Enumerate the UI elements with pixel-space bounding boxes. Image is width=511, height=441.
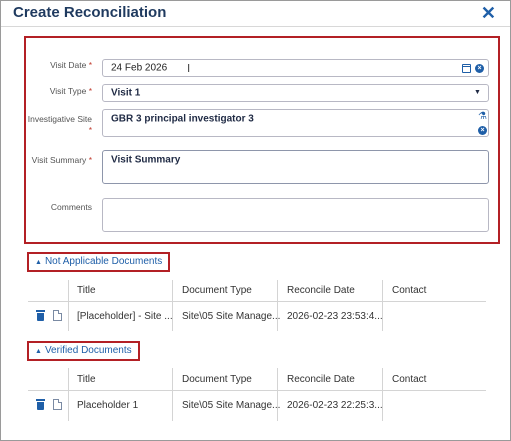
verified-documents-toggle[interactable]: ▲ Verified Documents xyxy=(27,341,140,361)
column-header-document-type[interactable]: Document Type xyxy=(182,285,252,296)
column-divider xyxy=(382,368,383,421)
trash-icon[interactable] xyxy=(36,310,45,321)
column-header-reconcile-date[interactable]: Reconcile Date xyxy=(287,285,355,296)
column-divider xyxy=(172,280,173,331)
visit-summary-value: Visit Summary xyxy=(111,154,181,166)
document-icon[interactable] xyxy=(53,399,62,410)
column-header-title[interactable]: Title xyxy=(77,374,96,385)
column-divider xyxy=(277,368,278,421)
visit-type-select[interactable]: Visit 1 ▼ xyxy=(102,84,489,102)
header-divider xyxy=(28,301,486,302)
not-applicable-toggle-label: Not Applicable Documents xyxy=(44,256,163,267)
comments-textarea[interactable] xyxy=(102,198,489,232)
chevron-down-icon[interactable]: ▼ xyxy=(474,89,481,96)
column-header-title[interactable]: Title xyxy=(77,285,96,296)
text-cursor-icon: I xyxy=(187,62,191,75)
visit-date-value: 24 Feb 2026 xyxy=(111,62,168,74)
column-header-document-type[interactable]: Document Type xyxy=(182,374,252,385)
row-document-type: Site\05 Site Manage... xyxy=(182,400,281,411)
investigative-site-label: Investigative Site * xyxy=(27,114,92,135)
visit-date-field[interactable]: 24 Feb 2026 I × xyxy=(102,59,489,77)
investigative-site-field[interactable]: GBR 3 principal investigator 3 xyxy=(102,109,489,137)
column-header-contact[interactable]: Contact xyxy=(392,374,427,385)
not-applicable-documents-toggle[interactable]: ▲ Not Applicable Documents xyxy=(27,252,171,272)
close-icon[interactable]: ✕ xyxy=(480,3,496,23)
row-reconcile-date: 2026-02-23 23:53:4... xyxy=(287,311,383,322)
visit-date-label: Visit Date * xyxy=(50,60,92,70)
flask-icon[interactable]: ⚗ xyxy=(478,111,487,122)
investigative-site-value: GBR 3 principal investigator 3 xyxy=(111,113,254,125)
column-header-reconcile-date[interactable]: Reconcile Date xyxy=(287,374,355,385)
row-title[interactable]: Placeholder 1 xyxy=(77,400,139,411)
reconciliation-form: Visit Date * 24 Feb 2026 I × Visit Type … xyxy=(24,36,500,244)
column-divider xyxy=(382,280,383,331)
dialog-header: Create Reconciliation ✕ xyxy=(1,1,510,27)
trash-icon[interactable] xyxy=(36,399,45,410)
clear-date-icon[interactable]: × xyxy=(475,64,484,73)
column-divider xyxy=(172,368,173,421)
visit-type-label: Visit Type * xyxy=(49,86,92,96)
caret-up-icon: ▲ xyxy=(35,259,42,266)
visit-summary-label: Visit Summary * xyxy=(31,155,92,165)
clear-site-icon[interactable]: × xyxy=(478,126,487,135)
column-header-contact[interactable]: Contact xyxy=(392,285,427,296)
row-title[interactable]: [Placeholder] - Site ... xyxy=(77,311,173,322)
column-divider xyxy=(68,280,69,331)
row-document-type: Site\05 Site Manage... xyxy=(182,311,281,322)
document-icon[interactable] xyxy=(53,310,62,321)
calendar-icon[interactable] xyxy=(462,64,471,73)
header-divider xyxy=(1,26,510,27)
visit-type-value: Visit 1 xyxy=(111,87,141,99)
verified-toggle-label: Verified Documents xyxy=(44,345,132,356)
caret-up-icon: ▲ xyxy=(35,348,42,355)
column-divider xyxy=(68,368,69,421)
header-divider xyxy=(28,390,486,391)
visit-summary-textarea[interactable]: Visit Summary xyxy=(102,150,489,184)
comments-label: Comments xyxy=(50,202,92,212)
dialog-title: Create Reconciliation xyxy=(13,4,167,21)
column-divider xyxy=(277,280,278,331)
row-reconcile-date: 2026-02-23 22:25:3... xyxy=(287,400,383,411)
